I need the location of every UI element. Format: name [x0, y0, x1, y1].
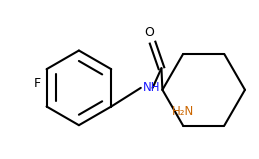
- Text: O: O: [145, 26, 155, 39]
- Text: H₂N: H₂N: [172, 105, 194, 118]
- Text: F: F: [34, 77, 41, 90]
- Text: NH: NH: [143, 81, 160, 94]
